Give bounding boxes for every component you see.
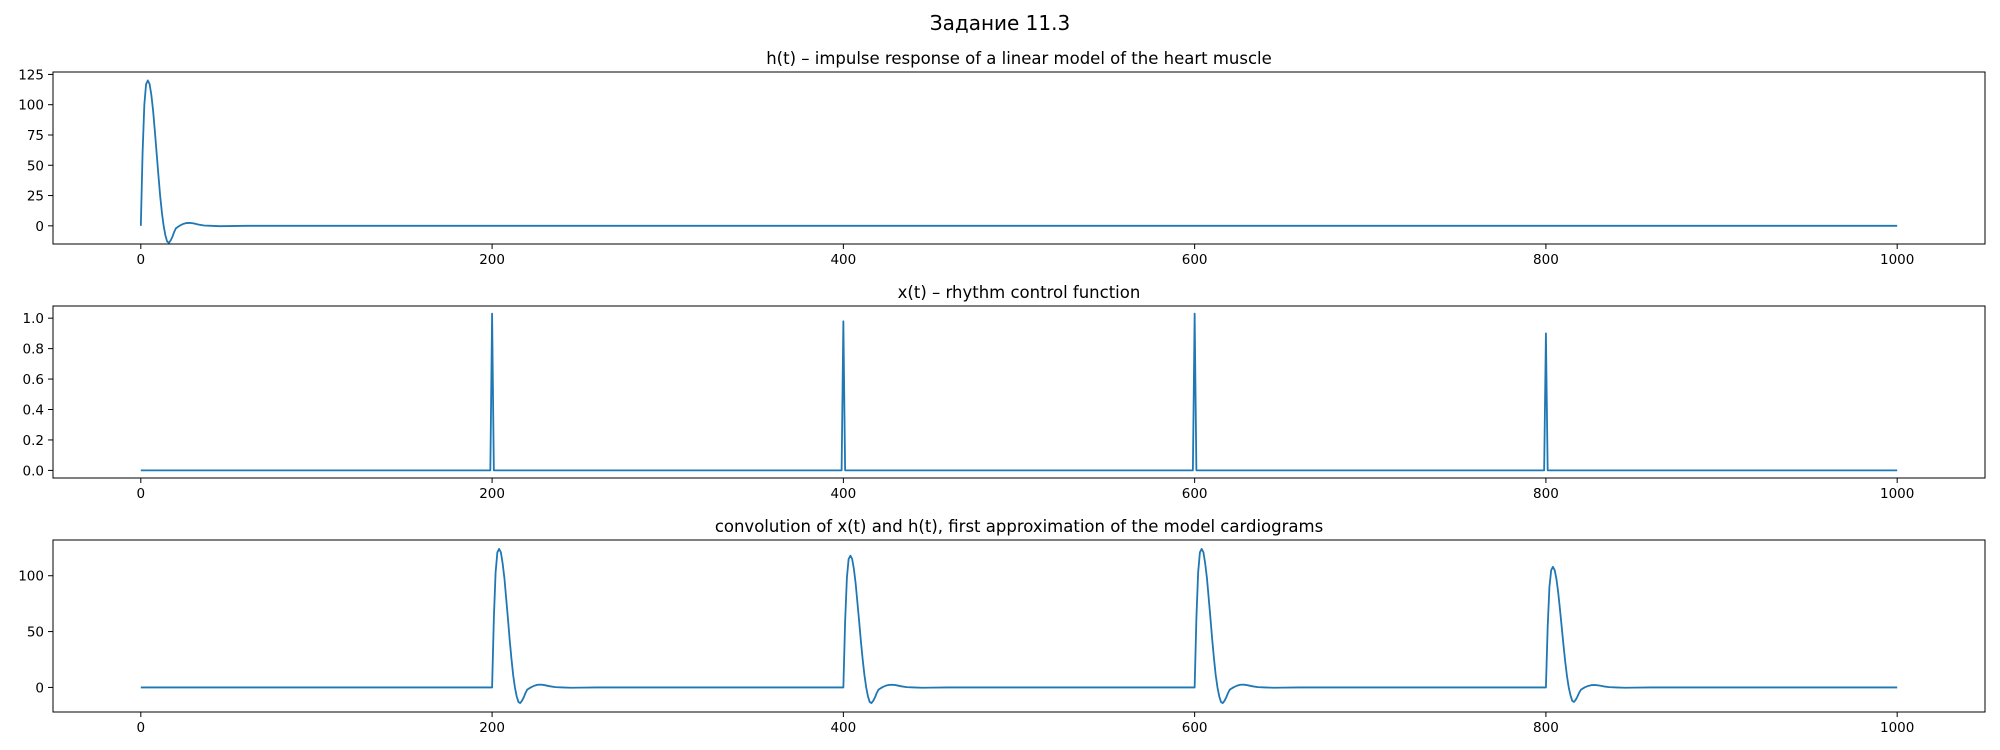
- x-tick-label: 1000: [1880, 252, 1914, 268]
- x-tick-label: 800: [1533, 486, 1559, 502]
- plot-frame: [52, 71, 1986, 245]
- x-tick-label: 600: [1182, 720, 1208, 736]
- x-tick-label: 400: [830, 252, 856, 268]
- series-line: [140, 312, 1898, 472]
- series-line: [140, 548, 1898, 704]
- y-tick-label: 100: [18, 98, 44, 114]
- y-tick-label: 100: [18, 569, 44, 585]
- y-tick-label: 0: [35, 680, 44, 696]
- y-tick-label: 50: [27, 158, 44, 174]
- y-tick-label: 1.0: [23, 311, 44, 327]
- subplot-title: h(t) – impulse response of a linear mode…: [766, 49, 1272, 68]
- x-tick-label: 600: [1182, 486, 1208, 502]
- y-tick-label: 25: [27, 189, 44, 205]
- x-tick-label: 1000: [1880, 720, 1914, 736]
- plot-frame: [52, 305, 1986, 479]
- plot-frame: [52, 539, 1986, 713]
- y-tick-label: 0.8: [23, 342, 44, 358]
- x-tick-label: 0: [137, 486, 146, 502]
- y-tick-label: 125: [18, 67, 44, 83]
- y-tick-label: 0.4: [23, 403, 44, 419]
- x-tick-label: 600: [1182, 252, 1208, 268]
- x-tick-label: 400: [830, 720, 856, 736]
- x-tick-label: 0: [137, 252, 146, 268]
- y-tick-label: 0.6: [23, 372, 44, 388]
- y-tick-label: 50: [27, 625, 44, 641]
- y-tick-label: 0: [35, 219, 44, 235]
- subplot-title: x(t) – rhythm control function: [898, 283, 1141, 302]
- x-tick-label: 800: [1533, 252, 1559, 268]
- x-tick-label: 200: [479, 252, 505, 268]
- series-line: [139, 79, 1898, 244]
- x-tick-label: 200: [479, 720, 505, 736]
- subplot-3: convolution of x(t) and h(t), first appr…: [18, 517, 1986, 736]
- figure-title: Задание 11.3: [930, 11, 1070, 35]
- subplot-1: h(t) – impulse response of a linear mode…: [18, 49, 1986, 268]
- x-tick-label: 800: [1533, 720, 1559, 736]
- subplot-title: convolution of x(t) and h(t), first appr…: [715, 517, 1323, 536]
- x-tick-label: 0: [137, 720, 146, 736]
- y-tick-label: 75: [27, 128, 44, 144]
- y-tick-label: 0.2: [23, 433, 44, 449]
- subplot-2: x(t) – rhythm control function 0 200 400 600…: [23, 283, 1986, 502]
- x-tick-label: 200: [479, 486, 505, 502]
- y-tick-label: 0.0: [23, 463, 44, 479]
- x-tick-label: 1000: [1880, 486, 1914, 502]
- x-tick-label: 400: [830, 486, 856, 502]
- subplots: h(t) – impulse response of a linear mode…: [18, 49, 1986, 736]
